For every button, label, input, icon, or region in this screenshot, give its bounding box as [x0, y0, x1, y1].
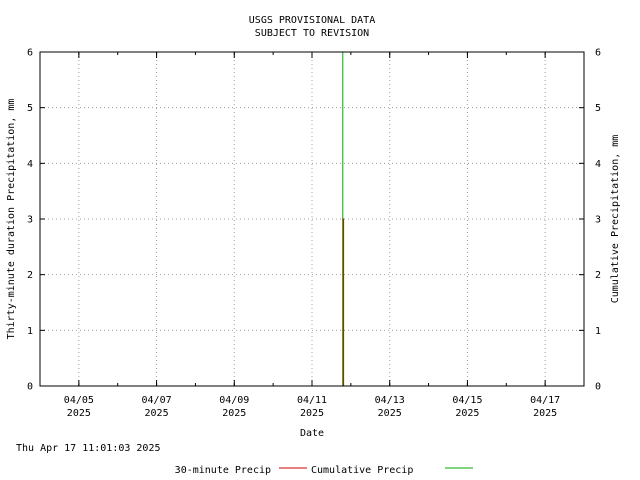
y-tick-label-left: 1	[27, 326, 33, 337]
y-tick-label-left: 5	[27, 103, 33, 114]
legend: 30-minute Precip Cumulative Precip	[175, 465, 473, 476]
x-tick-label-year: 2025	[145, 408, 169, 419]
y-axis-label-left: Thirty-minute duration Precipitation, mm	[6, 99, 17, 340]
y-axis-label-right: Cumulative Precipitation, mm	[610, 135, 621, 304]
chart-title-line1: USGS PROVISIONAL DATA	[249, 15, 375, 26]
x-tick-label-date: 04/05	[64, 395, 94, 406]
y-tick-label-right: 0	[595, 382, 601, 393]
x-tick-label-date: 04/11	[297, 395, 327, 406]
axis-ticks: 0 0 1 1 2 2 3 3 4 4 5 5 6 6 04/05 2025 04/07 2025 04/09 202…	[27, 48, 601, 420]
x-tick-label-year: 2025	[455, 408, 479, 419]
x-tick-label-year: 2025	[67, 408, 91, 419]
legend-label-30min: 30-minute Precip	[175, 465, 271, 476]
y-tick-label-left: 3	[27, 215, 33, 226]
y-tick-label-right: 1	[595, 326, 601, 337]
x-tick-label-date: 04/09	[219, 395, 249, 406]
y-tick-label-right: 4	[595, 159, 601, 170]
x-tick-label-date: 04/13	[375, 395, 405, 406]
legend-label-cumulative: Cumulative Precip	[311, 465, 413, 476]
y-tick-label-right: 5	[595, 103, 601, 114]
chart-title-line2: SUBJECT TO REVISION	[255, 28, 369, 39]
y-tick-label-left: 6	[27, 48, 33, 59]
y-tick-label-right: 6	[595, 48, 601, 59]
y-tick-label-left: 4	[27, 159, 33, 170]
grid-lines	[40, 52, 584, 386]
timestamp: Thu Apr 17 11:01:03 2025	[16, 443, 161, 454]
y-tick-label-left: 0	[27, 382, 33, 393]
x-tick-label-year: 2025	[378, 408, 402, 419]
y-tick-label-right: 3	[595, 215, 601, 226]
x-tick-label-date: 04/17	[530, 395, 560, 406]
x-tick-label-year: 2025	[300, 408, 324, 419]
x-axis-label: Date	[300, 428, 324, 439]
x-tick-label-year: 2025	[222, 408, 246, 419]
y-tick-label-left: 2	[27, 270, 33, 281]
x-tick-label-year: 2025	[533, 408, 557, 419]
x-tick-label-date: 04/15	[452, 395, 482, 406]
y-tick-label-right: 2	[595, 270, 601, 281]
x-tick-label-date: 04/07	[142, 395, 172, 406]
